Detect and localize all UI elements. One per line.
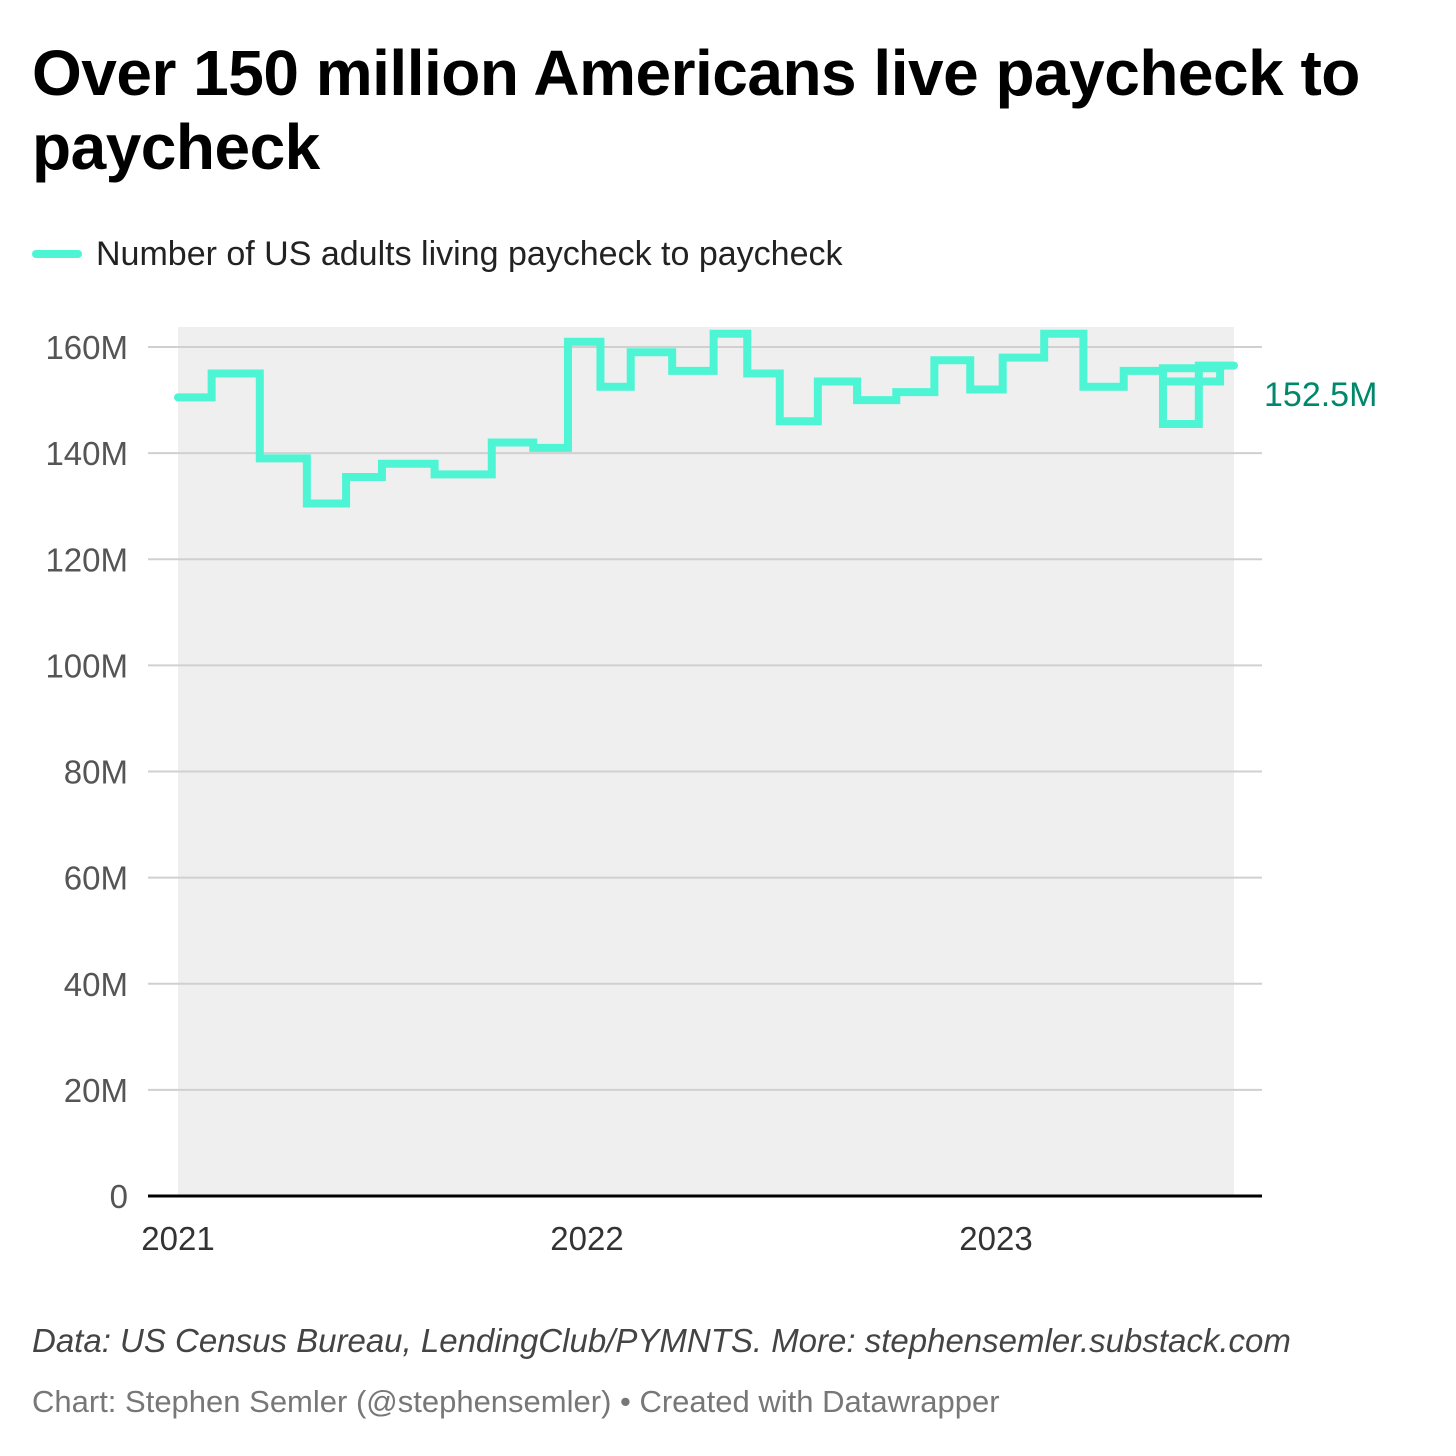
data-point [211, 373, 213, 375]
data-point [1219, 367, 1221, 369]
chart-title: Over 150 million Americans live paycheck… [32, 37, 1360, 183]
data-point [532, 447, 534, 449]
data-point [895, 391, 897, 393]
x-tick-label: 2022 [550, 1220, 623, 1257]
data-point [713, 333, 715, 335]
y-tick-label: 20M [64, 1072, 128, 1109]
x-tick-label: 2023 [959, 1220, 1032, 1257]
data-point [1162, 380, 1164, 382]
last-value-label: 152.5M [1264, 376, 1377, 414]
legend: Number of US adults living paycheck to p… [32, 232, 842, 276]
data-point [969, 388, 971, 390]
y-tick-label: 140M [45, 435, 128, 472]
data-point [259, 457, 261, 459]
data-point [671, 370, 673, 372]
y-tick-label: 100M [45, 647, 128, 684]
data-point [1123, 370, 1125, 372]
footer-credit: Chart: Stephen Semler (@stephensemler) •… [32, 1384, 1000, 1419]
data-point [599, 386, 601, 388]
data-point [381, 463, 383, 465]
plot-background [178, 327, 1234, 1196]
data-point [345, 476, 347, 478]
data-point [856, 399, 858, 401]
y-tick-label: 120M [45, 541, 128, 578]
data-point [434, 473, 436, 475]
data-point [567, 341, 569, 343]
data-point [177, 396, 179, 398]
series-line [174, 329, 1238, 508]
data-point [1198, 365, 1200, 367]
data-point [779, 420, 781, 422]
data-point [1043, 333, 1045, 335]
data-point [1162, 423, 1164, 425]
data-point [933, 359, 935, 361]
legend-swatch [32, 250, 82, 258]
data-point [630, 351, 632, 353]
footer-source: Data: US Census Bureau, LendingClub/PYMN… [32, 1322, 1291, 1359]
y-tick-label: 160M [45, 329, 128, 366]
data-point [746, 373, 748, 375]
data-point [306, 503, 308, 505]
legend-label: Number of US adults living paycheck to p… [96, 234, 843, 273]
x-tick-label: 2021 [141, 1220, 214, 1257]
y-tick-label: 40M [64, 966, 128, 1003]
y-tick-label: 0 [110, 1178, 128, 1215]
y-tick-label: 60M [64, 860, 128, 897]
y-tick-label: 80M [64, 754, 128, 791]
data-point [1002, 357, 1004, 359]
data-point [817, 380, 819, 382]
data-point [491, 442, 493, 444]
data-point [1082, 386, 1084, 388]
